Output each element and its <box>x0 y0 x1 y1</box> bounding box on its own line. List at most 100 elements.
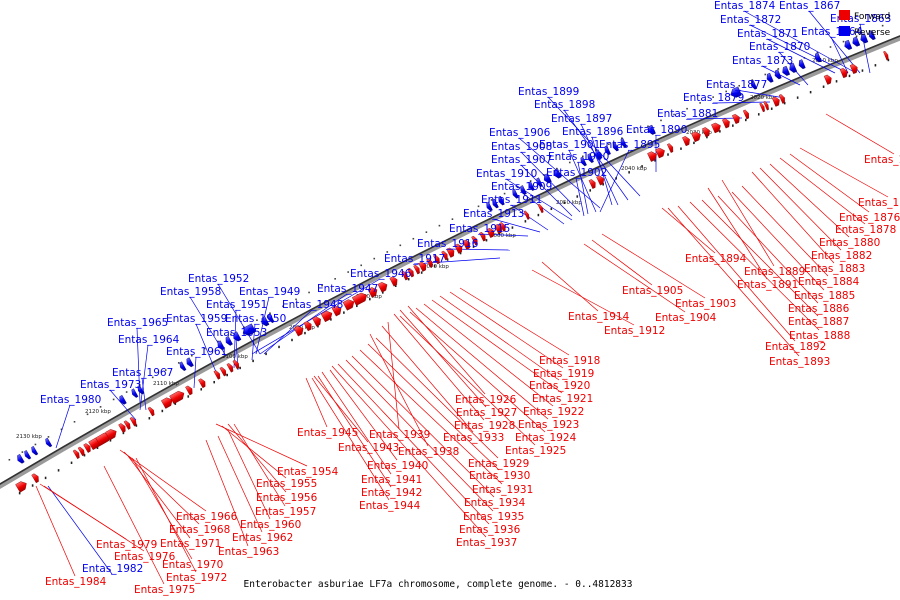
leader-line <box>135 457 197 573</box>
forward-gene <box>771 96 780 107</box>
scale-tick <box>99 406 102 408</box>
forward-gene-label: Entas_1887 <box>788 316 849 328</box>
scale-tick <box>887 58 890 62</box>
leader-line <box>717 195 819 304</box>
scale-tick <box>369 297 371 301</box>
scale-label: 2010 kbp <box>812 58 838 64</box>
forward-gene-label: Entas_1955 <box>256 478 317 490</box>
scale-tick <box>738 84 741 87</box>
scale-tick <box>712 96 714 98</box>
forward-gene-label: Entas_1928 <box>454 420 515 432</box>
scale-tick <box>770 107 773 110</box>
scale-tick <box>334 278 336 280</box>
leader-line <box>399 315 536 446</box>
legend-reverse-label: Reverse <box>854 28 891 38</box>
forward-gene <box>759 102 765 113</box>
forward-gene <box>15 481 27 493</box>
leader-line <box>217 435 263 533</box>
scale-tick <box>647 125 649 128</box>
forward-gene-label: Entas_1869 <box>864 154 900 166</box>
leader-line <box>577 161 589 215</box>
forward-gene-label: Entas_1904 <box>655 312 717 324</box>
reverse-gene-label: Entas_1867 <box>779 0 840 12</box>
scale-tick <box>135 424 138 427</box>
forward-gene-label: Entas_1938 <box>398 446 459 458</box>
reverse-gene <box>242 323 256 336</box>
scale-tick <box>680 147 682 150</box>
forward-gene <box>667 143 674 153</box>
forward-gene <box>722 118 730 129</box>
forward-gene <box>433 254 440 265</box>
leader-line <box>741 185 829 277</box>
leader-line <box>195 323 217 373</box>
leader-line <box>415 307 549 420</box>
scale-tick <box>230 333 232 336</box>
forward-gene <box>293 325 304 337</box>
scale-tick <box>608 143 610 146</box>
forward-gene <box>742 109 749 120</box>
scale-label: 2110 kbp <box>153 381 179 387</box>
scale-tick <box>524 220 527 223</box>
leader-line <box>459 287 570 356</box>
leader-line <box>712 101 771 104</box>
leader-line <box>721 179 775 267</box>
forward-gene <box>499 222 506 232</box>
scale-tick <box>252 359 254 363</box>
forward-gene-label: Entas_1931 <box>472 484 533 496</box>
scale-tick <box>589 189 592 192</box>
forward-gene-label: Entas_1944 <box>359 500 421 512</box>
scale-tick <box>790 62 793 65</box>
leader-line <box>759 167 842 251</box>
leader-line <box>331 365 487 538</box>
scale-tick <box>874 64 877 67</box>
scale-tick <box>621 137 623 140</box>
forward-gene-label: Entas_1920 <box>529 380 590 392</box>
scale-tick <box>86 413 89 416</box>
reverse-gene-label: Entas_1946 <box>350 268 412 280</box>
scale-tick <box>265 352 267 356</box>
scale-tick <box>213 380 215 384</box>
scale-tick <box>451 218 454 220</box>
reverse-gene <box>119 394 127 405</box>
scale-tick <box>239 366 241 370</box>
scale-tick <box>151 376 154 379</box>
forward-gene-label: Entas_1934 <box>464 497 526 509</box>
scale-label: 2060 kbp <box>490 233 516 239</box>
leader-line <box>47 485 113 575</box>
leader-line <box>686 117 743 120</box>
scale-tick <box>256 319 258 322</box>
forward-gene-label: Entas_1943 <box>338 442 399 454</box>
scale-tick <box>31 484 34 487</box>
forward-gene-label: Entas_1888 <box>789 330 850 342</box>
legend-forward-swatch <box>839 10 850 20</box>
scale-tick <box>503 192 506 195</box>
scale-tick <box>842 40 845 43</box>
forward-gene-label: Entas_1921 <box>532 393 593 405</box>
leader-line <box>311 377 390 501</box>
forward-gene <box>682 136 690 147</box>
forward-gene-label: Entas_1962 <box>232 532 293 544</box>
reverse-gene <box>860 33 869 44</box>
leader-line <box>799 147 889 198</box>
reverse-gene <box>217 340 225 351</box>
scale-tick <box>425 231 428 233</box>
reverse-gene <box>498 195 505 206</box>
scale-label: 2130 kbp <box>16 434 42 440</box>
scale-tick <box>381 291 384 294</box>
leader-line <box>141 377 147 411</box>
forward-gene-label: Entas_1984 <box>45 576 107 588</box>
reverse-gene-label: Entas_1871 <box>737 28 798 40</box>
reverse-gene-label: Entas_1872 <box>720 14 781 26</box>
scale-tick <box>138 383 141 386</box>
reverse-gene <box>868 30 876 41</box>
scale-tick <box>829 46 832 48</box>
leader-line <box>139 344 149 411</box>
reverse-gene-label: Entas_1965 <box>107 317 168 329</box>
legend: Forward Reverse <box>839 10 891 38</box>
scale-tick <box>861 69 864 72</box>
forward-gene-label: Entas_1922 <box>523 406 584 418</box>
reverse-gene <box>751 79 758 90</box>
scale-tick <box>407 277 410 281</box>
scale-tick <box>654 159 656 162</box>
scale-tick <box>291 338 293 342</box>
